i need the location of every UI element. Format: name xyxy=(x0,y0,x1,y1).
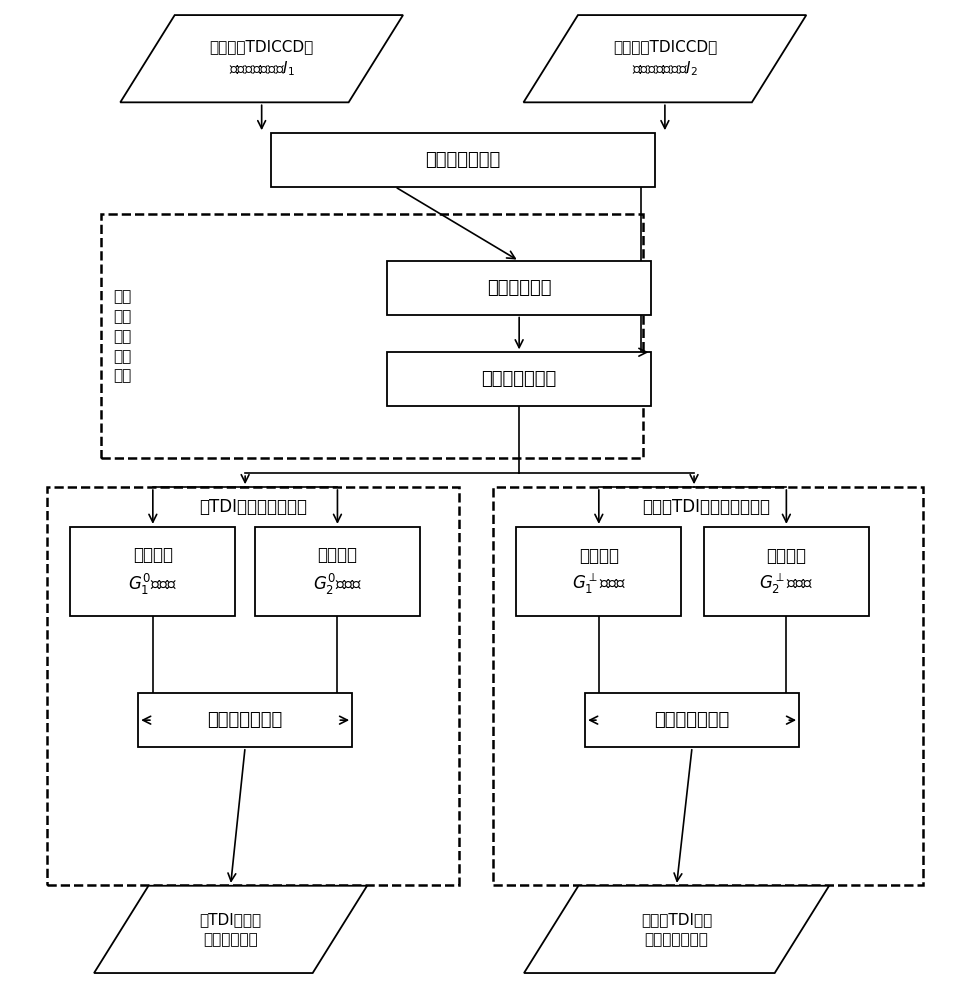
Text: 沿TDI方向的
颤振探测结果: 沿TDI方向的 颤振探测结果 xyxy=(200,912,262,947)
Text: 相邻两片TDICCD拼
接区拍摄的图像$I_1$: 相邻两片TDICCD拼 接区拍摄的图像$I_1$ xyxy=(210,39,314,78)
FancyBboxPatch shape xyxy=(387,261,652,315)
FancyBboxPatch shape xyxy=(704,527,869,616)
Polygon shape xyxy=(94,886,368,973)
Polygon shape xyxy=(121,15,403,102)
Text: 沿TDI方向颤振的估计: 沿TDI方向颤振的估计 xyxy=(199,498,307,516)
FancyBboxPatch shape xyxy=(71,527,235,616)
Polygon shape xyxy=(523,15,807,102)
Text: 亚像元级精配准: 亚像元级精配准 xyxy=(481,370,557,388)
Text: 垂直于TDI方向
的颤振探测结果: 垂直于TDI方向 的颤振探测结果 xyxy=(641,912,712,947)
Text: 颤振子块
$G_1^\perp$的估计: 颤振子块 $G_1^\perp$的估计 xyxy=(571,547,626,596)
Text: 颤振子块的合成: 颤振子块的合成 xyxy=(655,711,730,729)
Text: 重叠图像的获取: 重叠图像的获取 xyxy=(425,151,501,169)
FancyBboxPatch shape xyxy=(516,527,681,616)
FancyBboxPatch shape xyxy=(585,693,799,747)
Text: 颤振子块
$G_2^\perp$的估计: 颤振子块 $G_2^\perp$的估计 xyxy=(760,547,813,596)
Text: 垂直于TDI方向颤振的估计: 垂直于TDI方向颤振的估计 xyxy=(642,498,769,516)
Text: 颤振子块
$G_2^0$的估计: 颤振子块 $G_2^0$的估计 xyxy=(313,546,363,597)
Text: 相对
成像
位置
差的
计算: 相对 成像 位置 差的 计算 xyxy=(114,289,132,383)
FancyBboxPatch shape xyxy=(255,527,420,616)
FancyBboxPatch shape xyxy=(270,133,655,187)
Text: 相邻两片TDICCD拼
接区拍摄的图像$I_2$: 相邻两片TDICCD拼 接区拍摄的图像$I_2$ xyxy=(612,39,717,78)
FancyBboxPatch shape xyxy=(387,352,652,406)
Text: 颤振子块的合成: 颤振子块的合成 xyxy=(208,711,283,729)
Polygon shape xyxy=(524,886,829,973)
Text: 像元级粗配准: 像元级粗配准 xyxy=(487,279,552,297)
Text: 颤振子块
$G_1^0$的估计: 颤振子块 $G_1^0$的估计 xyxy=(128,546,177,597)
FancyBboxPatch shape xyxy=(138,693,352,747)
